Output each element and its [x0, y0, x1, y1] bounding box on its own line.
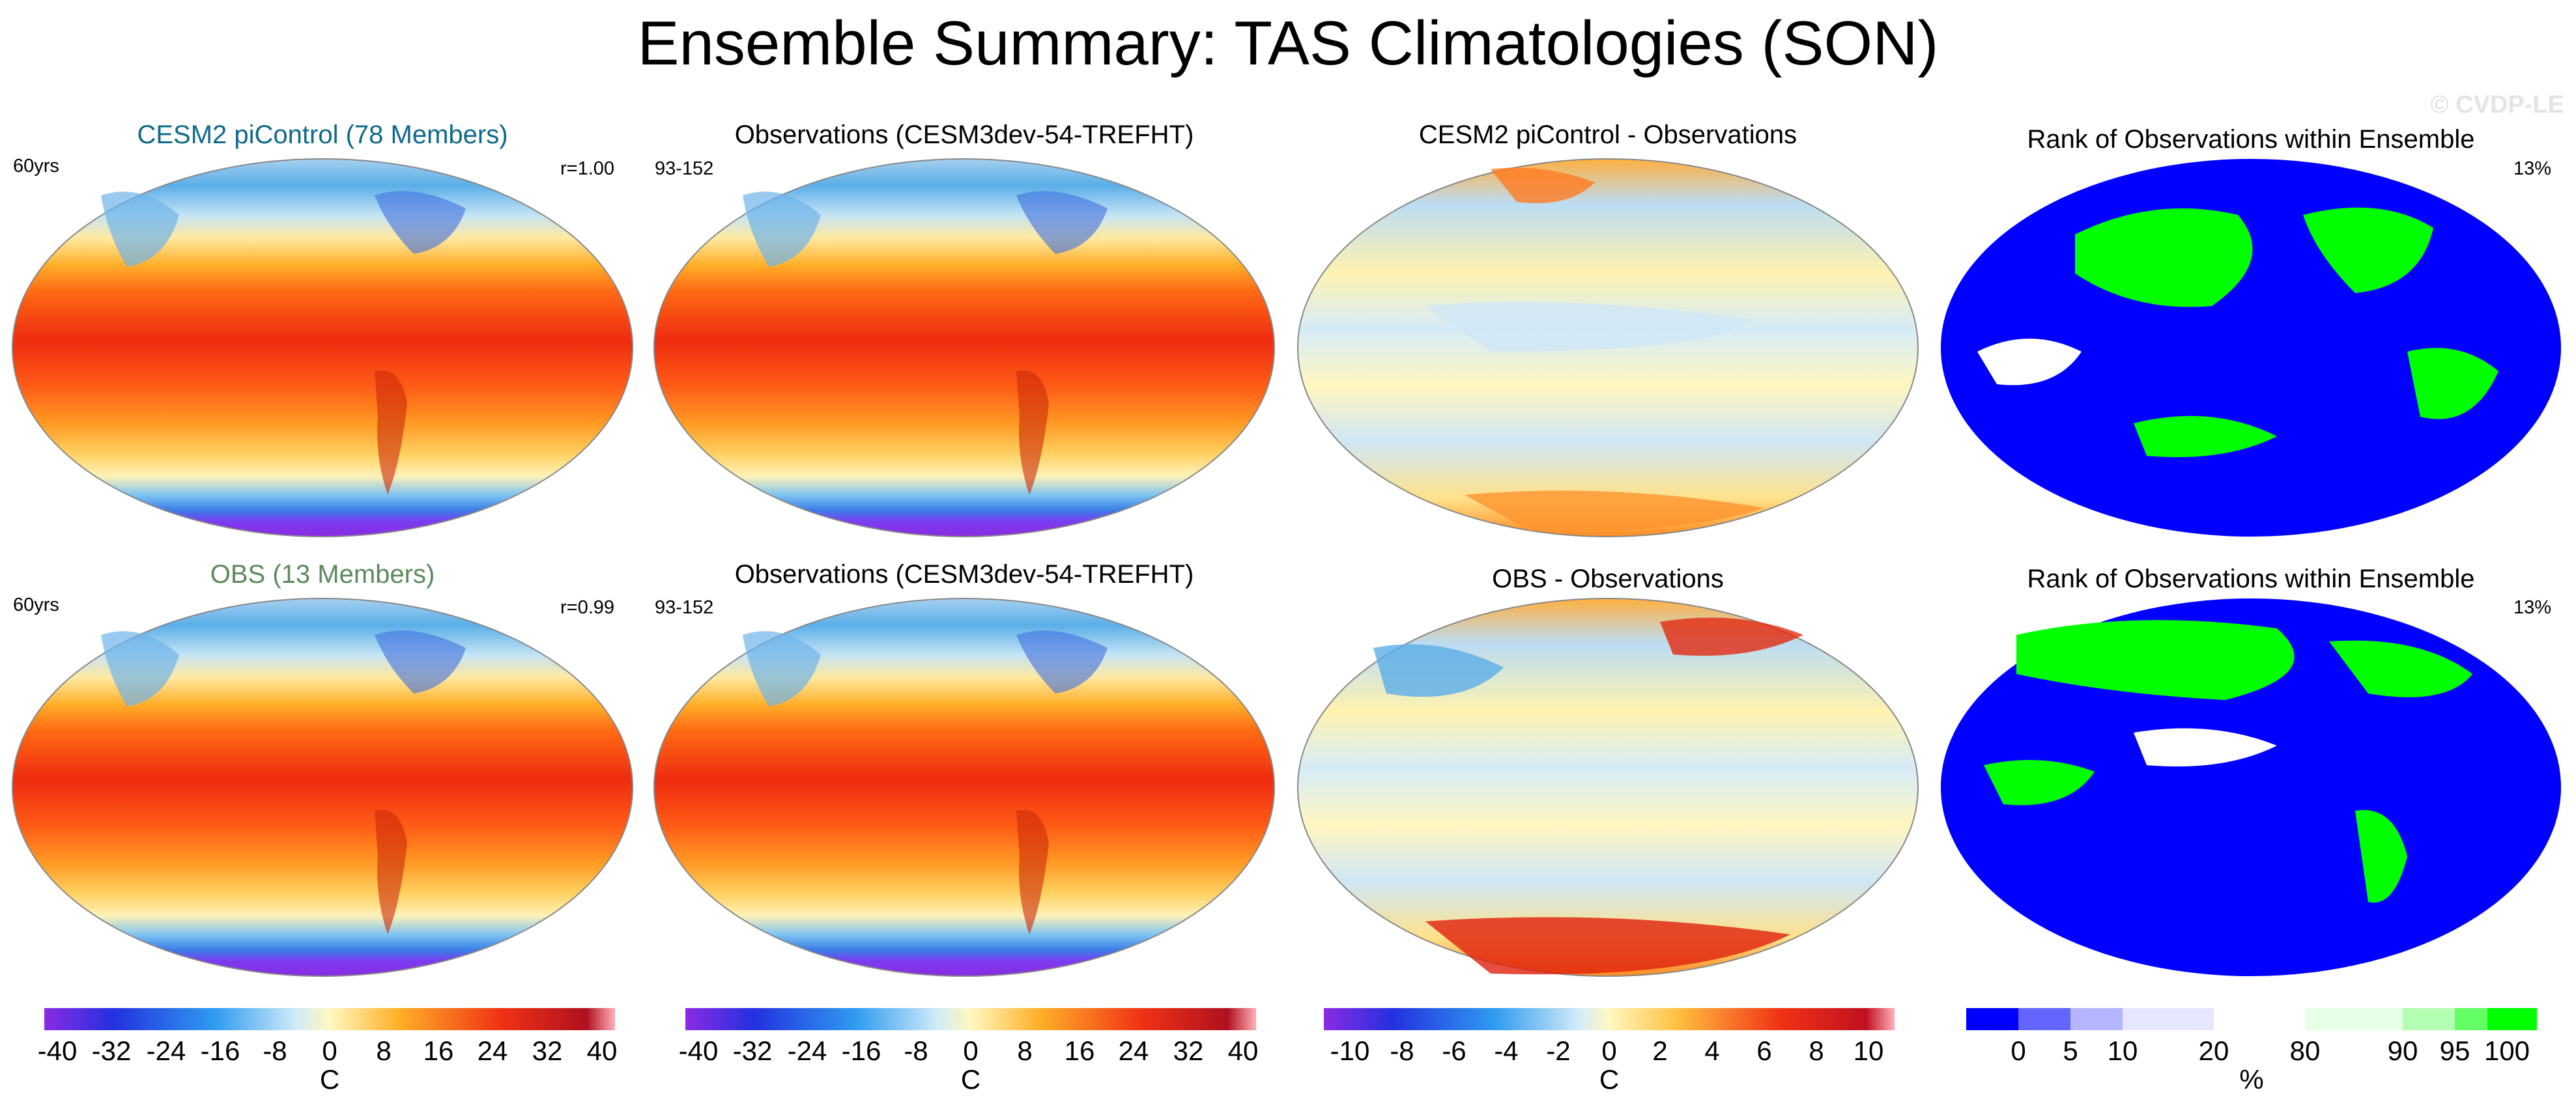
colorbar-tick: -10 [1330, 1035, 1370, 1066]
map-ensemble-climatology-2 [12, 598, 633, 977]
colorbar-tick: 32 [532, 1035, 563, 1066]
colorbar-tick: -40 [678, 1035, 719, 1066]
colorbar-tick: 0 [1601, 1035, 1617, 1066]
colorbar-units-3: C [1599, 1064, 1620, 1095]
panel-years-label-2: 60yrs [13, 595, 59, 615]
map-difference-2 [1297, 598, 1919, 977]
colorbar-tick: 0 [322, 1035, 337, 1066]
panel-title-observations-2: Observations (CESM3dev-54-TREFHT) [734, 560, 1194, 589]
colorbar-tick: 100 [2483, 1035, 2530, 1066]
colorbar-tick: -16 [841, 1035, 881, 1066]
panel-title-ensemble: CESM2 piControl (78 Members) [137, 120, 508, 149]
colorbar-tick-labels: -40 -32 -24 -16 -8 0 8 16 24 32 40 [38, 1035, 618, 1068]
map-observations-climatology [653, 158, 1275, 537]
panel-title-rank: Rank of Observations within Ensemble [2027, 125, 2475, 154]
panel-title-rank-2: Rank of Observations within Ensemble [2027, 565, 2475, 593]
rank-percent-label: 13% [2513, 158, 2552, 179]
colorbar-temperature-2 [685, 1008, 1256, 1030]
colorbar-tick: -16 [200, 1035, 240, 1066]
pattern-correlation-label-2: r=0.99 [560, 597, 615, 618]
colorbar-tick: 8 [1809, 1035, 1824, 1066]
colorbar-tick: 80 [2289, 1035, 2321, 1066]
colorbar-tick: 95 [2439, 1035, 2470, 1066]
colorbar-tick: 6 [1756, 1035, 1772, 1066]
colorbar-tick-labels-4: 0 5 10 20 80 90 95 100 [1966, 1035, 2537, 1068]
obs-years-label-2: 93-152 [655, 597, 714, 618]
colorbar-tick: -2 [1546, 1035, 1571, 1066]
map-observations-climatology-2 [653, 598, 1275, 977]
colorbar-tick: -24 [146, 1035, 186, 1066]
colorbar-tick: -8 [263, 1035, 287, 1066]
map-rank-2 [1941, 598, 2561, 976]
panel-title-observations: Observations (CESM3dev-54-TREFHT) [734, 120, 1194, 149]
colorbar-tick-labels-2: -40 -32 -24 -16 -8 0 8 16 24 32 40 [679, 1035, 1259, 1068]
colorbar-tick: 2 [1652, 1035, 1668, 1066]
colorbar-tick: 32 [1173, 1035, 1204, 1066]
colorbar-rank [1966, 1008, 2537, 1030]
colorbar-temperature-1 [44, 1008, 615, 1030]
panel-title-difference-2: OBS - Observations [1492, 565, 1724, 593]
colorbar-tick: -32 [91, 1035, 132, 1066]
colorbar-tick: -6 [1442, 1035, 1467, 1066]
colorbar-tick: 40 [1227, 1035, 1259, 1066]
colorbar-tick: 40 [586, 1035, 618, 1066]
colorbar-tick: -8 [1390, 1035, 1414, 1066]
colorbar-tick: 5 [2063, 1035, 2078, 1066]
obs-years-label: 93-152 [655, 158, 714, 179]
colorbar-difference [1324, 1008, 1895, 1030]
colorbar-tick: 8 [376, 1035, 392, 1066]
colorbar-tick: 20 [2198, 1035, 2229, 1066]
colorbar-tick: -24 [787, 1035, 827, 1066]
colorbar-units: C [319, 1064, 340, 1095]
colorbar-tick: 90 [2387, 1035, 2418, 1066]
colorbar-tick: 24 [1118, 1035, 1149, 1066]
watermark: © CVDP-LE [2430, 91, 2564, 119]
panel-title-ensemble-2: OBS (13 Members) [210, 560, 435, 589]
colorbar-tick: 4 [1704, 1035, 1720, 1066]
colorbar-tick: 24 [477, 1035, 508, 1066]
colorbar-tick: 0 [963, 1035, 979, 1066]
colorbar-units-2: C [960, 1064, 981, 1095]
colorbar-tick-labels-3: -10 -8 -6 -4 -2 0 2 4 6 8 10 [1324, 1035, 1895, 1068]
colorbar-tick: -4 [1494, 1035, 1519, 1066]
colorbar-tick: -8 [904, 1035, 928, 1066]
map-difference [1297, 158, 1919, 537]
colorbar-tick: 10 [1853, 1035, 1884, 1066]
colorbar-tick: 16 [423, 1035, 454, 1066]
colorbar-tick: -40 [37, 1035, 78, 1066]
colorbar-tick: -32 [732, 1035, 773, 1066]
map-ensemble-climatology [12, 158, 633, 537]
map-rank [1941, 159, 2561, 537]
figure-title: Ensemble Summary: TAS Climatologies (SON… [637, 8, 1939, 78]
colorbar-tick: 10 [2107, 1035, 2138, 1066]
colorbar-tick: 8 [1017, 1035, 1033, 1066]
panel-years-label: 60yrs [13, 156, 59, 176]
pattern-correlation-label: r=1.00 [560, 158, 615, 179]
colorbar-units-4: % [2239, 1064, 2264, 1095]
colorbar-tick: 0 [2011, 1035, 2026, 1066]
rank-percent-label-2: 13% [2513, 597, 2552, 618]
colorbar-tick: 16 [1064, 1035, 1095, 1066]
panel-title-difference: CESM2 piControl - Observations [1418, 120, 1797, 149]
